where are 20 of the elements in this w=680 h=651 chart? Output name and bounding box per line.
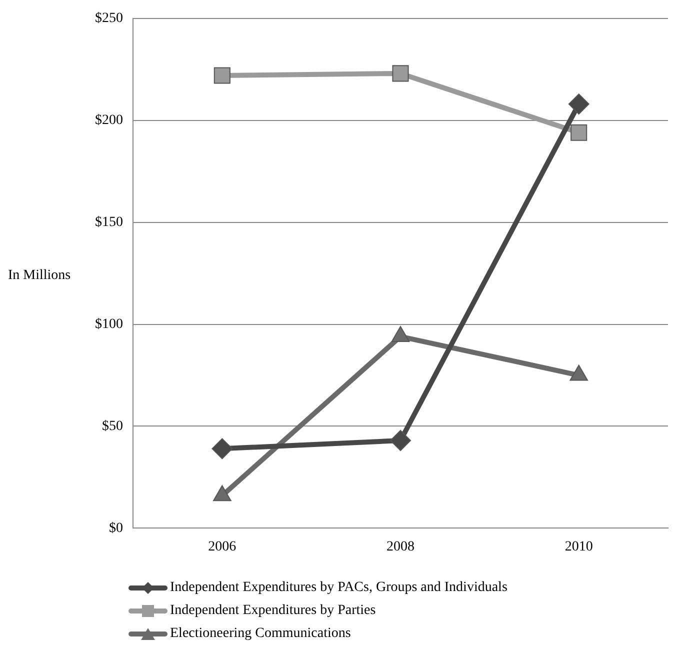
point (213, 485, 232, 502)
y-axis-title: In Millions (8, 268, 71, 284)
x-tick-label: 2010 (564, 539, 593, 554)
y-tick-label: $250 (95, 11, 123, 26)
y-tick-label: $0 (109, 520, 123, 536)
x-tick-label: 2008 (386, 539, 414, 554)
point (570, 364, 588, 381)
legend-label: Electioneering Communications (170, 626, 351, 642)
x-tick-label: 2006 (208, 539, 236, 554)
point (568, 94, 590, 115)
legend-label: Independent Expenditures by Parties (170, 602, 376, 618)
legend-label: Independent Expenditures by PACs, Groups and Individuals (170, 580, 508, 596)
y-tick-label: $200 (95, 113, 123, 128)
y-tick-label: $100 (95, 316, 123, 332)
y-tick-label: $150 (95, 214, 123, 230)
point (392, 65, 409, 82)
y-tick-label: $50 (102, 418, 123, 434)
point (391, 326, 410, 342)
point (214, 67, 230, 84)
point (570, 124, 588, 141)
